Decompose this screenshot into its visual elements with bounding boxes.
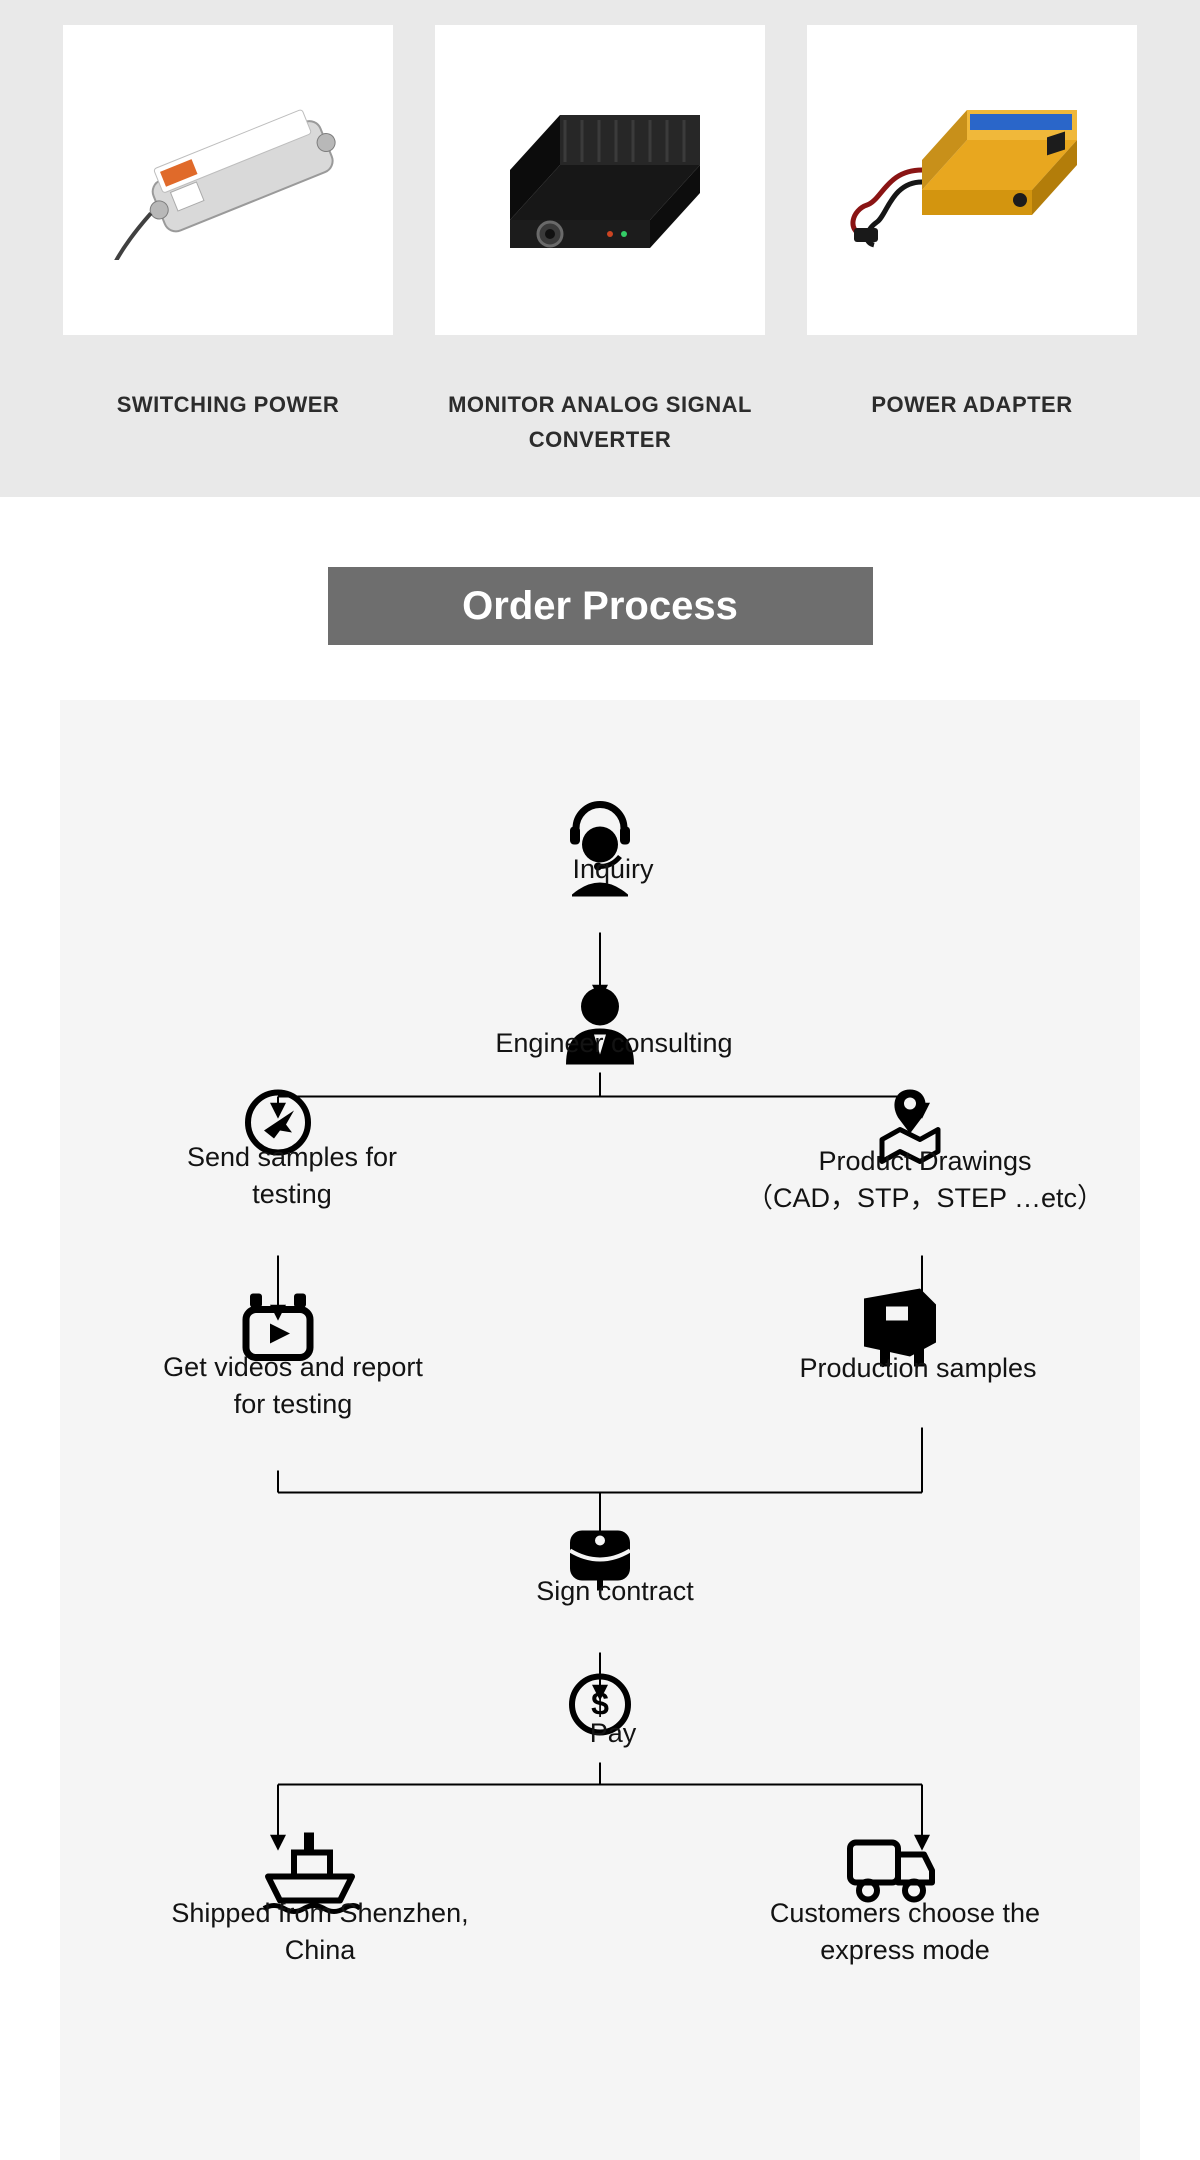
- product-label: POWER ADAPTER: [807, 387, 1137, 422]
- signal-converter-illustration: [470, 80, 730, 280]
- inquiry-label: Inquiry: [553, 851, 673, 887]
- samples-label: Send samples for testing: [162, 1139, 422, 1212]
- product-image-power-adapter: [807, 25, 1137, 335]
- switching-power-illustration: [98, 100, 358, 260]
- truck-icon: [850, 1843, 932, 1900]
- express-label: Customers choose the express mode: [725, 1895, 1085, 1968]
- shipped-label: Shipped from Shenzhen, China: [140, 1895, 500, 1968]
- engineer-label: Engineer consulting: [474, 1025, 754, 1061]
- product-row: SWITCHING POWER: [0, 0, 1200, 497]
- product-card-power-adapter: POWER ADAPTER: [807, 25, 1137, 457]
- contract-label: Sign contract: [520, 1573, 710, 1609]
- product-image-switching-power: [63, 25, 393, 335]
- product-card-switching-power: SWITCHING POWER: [63, 25, 393, 457]
- product-card-signal-converter: MONITOR ANALOG SIGNAL CONVERTER: [435, 25, 765, 457]
- drawings-label: Product Drawings（CAD，STP，STEP …etc）: [725, 1143, 1125, 1216]
- power-adapter-illustration: [832, 90, 1112, 270]
- order-process-flowchart: $ InquiryEngineer consultingSend samples…: [60, 700, 1140, 2160]
- product-image-signal-converter: [435, 25, 765, 335]
- videos-label: Get videos and report for testing: [148, 1349, 438, 1422]
- product-label: MONITOR ANALOG SIGNAL CONVERTER: [435, 387, 765, 457]
- pay-label: Pay: [573, 1715, 653, 1751]
- prod-samples-label: Production samples: [788, 1350, 1048, 1386]
- product-label: SWITCHING POWER: [63, 387, 393, 422]
- order-process-heading: Order Process: [328, 567, 873, 645]
